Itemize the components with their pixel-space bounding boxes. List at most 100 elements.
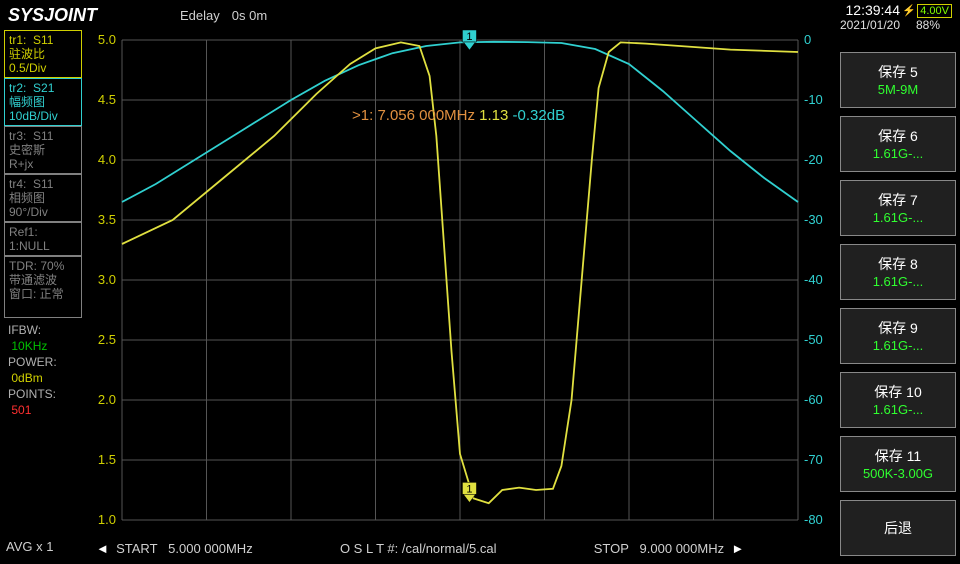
plot-area[interactable]: 5.0 0 4.5 -10 4.0 -20 3.5 -30 3.0 -40 2.5 -50 2.0 -60… [86,30,832,538]
svg-text:0: 0 [804,32,811,47]
save-button-title: 保存 5 [841,63,955,81]
avg-label: AVG x 1 [6,539,53,554]
trace-tr3[interactable]: tr3: S11 史密斯 R+jx [4,126,82,174]
tr3-l3: R+jx [9,157,33,171]
save-button-2[interactable]: 保存 71.61G-... [840,180,956,236]
cal-info: O S L T #: /cal/normal/5.cal [340,541,497,556]
svg-text:-60: -60 [804,392,823,407]
save-button-title: 保存 9 [841,319,955,337]
bottom-bar: ◄ START 5.000 000MHz O S L T #: /cal/nor… [96,541,836,556]
save-button-5[interactable]: 保存 101.61G-... [840,372,956,428]
tr4-param: S11 [33,177,53,191]
tr3-title: tr3: [9,129,26,143]
save-button-title: 保存 11 [841,447,955,465]
tr3-param: S11 [33,129,53,143]
svg-text:2.5: 2.5 [98,332,116,347]
tdr-l3: 窗口: 正常 [9,287,64,301]
tr3-l2: 史密斯 [9,143,45,157]
trace-tr4[interactable]: tr4: S11 相频图 90°/Div [4,174,82,222]
tr4-l3: 90°/Div [9,205,48,219]
ifbw-label: IFBW: [8,323,41,337]
save-button-sub: 1.61G-... [841,337,955,355]
save-button-0[interactable]: 保存 55M-9M [840,52,956,108]
save-button-title: 保存 10 [841,383,955,401]
save-button-title: 后退 [841,519,955,537]
save-panel: 保存 55M-9M保存 61.61G-...保存 71.61G-...保存 81… [840,52,956,564]
ifbw-value: 10KHz [11,339,47,353]
tr2-title: tr2: [9,81,26,95]
stop-value: 9.000 000MHz [640,541,725,556]
ref1-title: Ref1: [9,225,38,239]
save-button-sub: 1.61G-... [841,145,955,163]
logo: SYSJOINT [0,5,100,26]
save-button-sub: 1.61G-... [841,209,955,227]
svg-text:5.0: 5.0 [98,32,116,47]
trace-tr2[interactable]: tr2: S21 幅频图 10dB/Div [4,78,82,126]
save-button-title: 保存 8 [841,255,955,273]
power-label: POWER: [8,355,57,369]
svg-text:-40: -40 [804,272,823,287]
battery-pct: 88% [916,18,940,32]
save-button-4[interactable]: 保存 91.61G-... [840,308,956,364]
save-button-sub: 1.61G-... [841,401,955,419]
power-value: 0dBm [11,371,42,385]
date: 2021/01/20 [840,18,900,32]
save-button-title: 保存 6 [841,127,955,145]
svg-text:>1: 7.056 000MHz 1.13 -0: >1: 7.056 000MHz 1.13 -0.32dB [352,107,565,124]
svg-text:3.5: 3.5 [98,212,116,227]
start-label: START [116,541,157,556]
top-bar: SYSJOINT Edelay 0s 0m 12:39:44 2021/01/2… [0,0,960,30]
svg-text:3.0: 3.0 [98,272,116,287]
svg-text:-20: -20 [804,152,823,167]
svg-text:-70: -70 [804,452,823,467]
svg-text:4.5: 4.5 [98,92,116,107]
svg-text:4.0: 4.0 [98,152,116,167]
tr1-l3: 0.5/Div [9,61,46,75]
left-arrow-icon[interactable]: ◄ [96,541,109,556]
tr4-l2: 相频图 [9,191,45,205]
start-value: 5.000 000MHz [168,541,253,556]
tr2-l2: 幅频图 [9,95,45,109]
save-button-sub: 1.61G-... [841,273,955,291]
edelay-value: 0s 0m [232,8,267,23]
tdr-val: 70% [40,259,64,273]
save-button-7[interactable]: 后退 [840,500,956,556]
save-button-1[interactable]: 保存 61.61G-... [840,116,956,172]
trace-panel: tr1: S11 驻波比 0.5/Div tr2: S21 幅频图 10dB/D… [4,30,82,418]
points-value: 501 [11,403,31,417]
clock: 12:39:44 [846,2,901,18]
points-label: POINTS: [8,387,56,401]
battery-voltage: 4.00V [917,4,952,18]
ref1-l2: 1:NULL [9,239,50,253]
tr2-param: S21 [33,81,54,95]
meta-info: IFBW: 10KHz POWER: 0dBm POINTS: 501 [4,322,82,418]
tr4-title: tr4: [9,177,26,191]
save-button-3[interactable]: 保存 81.61G-... [840,244,956,300]
tr2-l3: 10dB/Div [9,109,58,123]
right-arrow-icon[interactable]: ► [731,541,744,556]
tr1-l2: 驻波比 [9,47,45,61]
svg-text:1: 1 [466,31,472,43]
svg-text:-30: -30 [804,212,823,227]
svg-text:-10: -10 [804,92,823,107]
trace-tdr[interactable]: TDR: 70% 带通滤波 窗口: 正常 [4,256,82,318]
svg-text:1: 1 [466,483,472,495]
trace-ref1[interactable]: Ref1: 1:NULL [4,222,82,256]
trace-tr1[interactable]: tr1: S11 驻波比 0.5/Div [4,30,82,78]
plot-svg: 5.0 0 4.5 -10 4.0 -20 3.5 -30 3.0 -40 2.5 -50 2.0 -60… [86,30,832,538]
svg-text:1.0: 1.0 [98,512,116,527]
svg-text:-50: -50 [804,332,823,347]
stop-label: STOP [594,541,629,556]
tdr-title: TDR: [9,259,37,273]
tr1-title: tr1: [9,33,26,47]
save-button-sub: 500K-3.00G [841,465,955,483]
svg-text:-80: -80 [804,512,823,527]
svg-text:2.0: 2.0 [98,392,116,407]
tr1-param: S11 [33,33,53,47]
save-button-sub: 5M-9M [841,81,955,99]
save-button-title: 保存 7 [841,191,955,209]
tdr-l2: 带通滤波 [9,273,57,287]
save-button-6[interactable]: 保存 11500K-3.00G [840,436,956,492]
edelay-label: Edelay [180,8,220,23]
svg-text:1.5: 1.5 [98,452,116,467]
